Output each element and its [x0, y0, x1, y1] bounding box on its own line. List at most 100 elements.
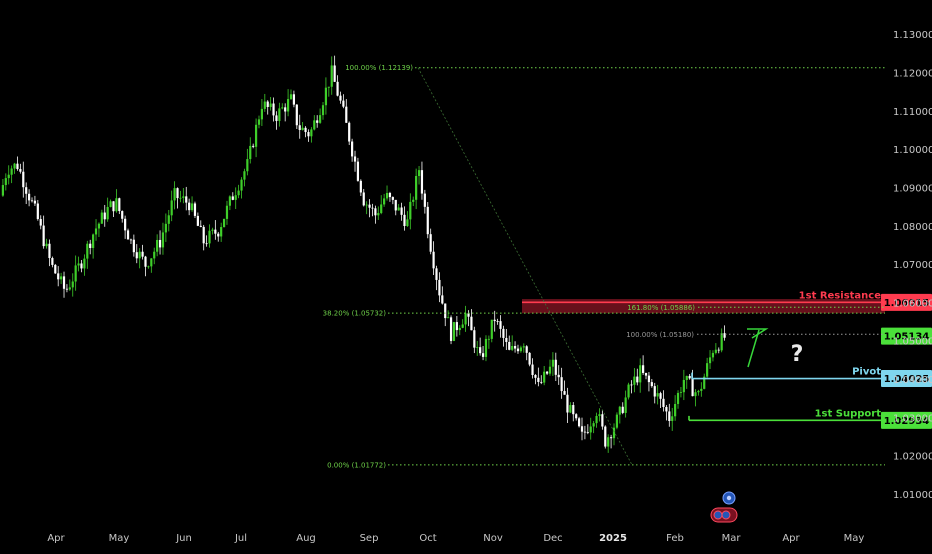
- candle-body: [164, 223, 167, 233]
- y-tick-label: 1.09000: [893, 183, 932, 194]
- candle-body: [694, 392, 697, 397]
- candle-body: [121, 211, 124, 219]
- level-price-tag[interactable]: [881, 293, 932, 311]
- candle-body: [348, 122, 351, 142]
- candle-body: [621, 406, 624, 413]
- candle-body: [193, 203, 197, 216]
- earnings-event-icon-dot: [713, 510, 723, 520]
- candle-body: [423, 193, 426, 207]
- candle-body: [205, 243, 208, 245]
- candle-body: [333, 65, 336, 82]
- candle-body: [170, 200, 173, 216]
- candle-body: [156, 239, 159, 252]
- candle-body: [665, 407, 668, 412]
- candle-body: [563, 391, 566, 395]
- x-tick-label: Feb: [666, 533, 684, 544]
- candle-body: [362, 192, 365, 206]
- candle-body: [240, 179, 243, 191]
- candle-body: [438, 279, 441, 296]
- candle-body: [444, 303, 447, 319]
- time-axis: Apr May Jun Jul Aug Sep Oct Nov Dec 2025 Feb Mar Apr…: [47, 533, 864, 544]
- candle-body: [627, 384, 630, 398]
- x-tick-label: Nov: [483, 533, 503, 544]
- candle-body: [324, 87, 328, 106]
- y-tick-label: 1.07000: [893, 260, 932, 271]
- candle-body: [246, 159, 249, 172]
- candle-body: [10, 168, 13, 175]
- candle-body: [295, 104, 298, 126]
- fib-extension-label: 100.00% (1.05180): [626, 331, 694, 339]
- candle-body: [691, 378, 694, 397]
- candle-body: [612, 427, 616, 439]
- candle-body: [714, 349, 717, 353]
- candle-body: [633, 376, 636, 385]
- candle-body: [118, 198, 121, 212]
- candle-body: [161, 232, 165, 248]
- y-tick-label: 1.11000: [893, 107, 932, 118]
- fib-extension-label: 161.80% (1.05886): [627, 304, 695, 312]
- candle-body: [345, 106, 348, 123]
- candle-body: [583, 431, 587, 433]
- candle-body: [534, 374, 537, 378]
- candle-body: [106, 206, 109, 220]
- candle-body: [298, 125, 301, 130]
- candle-body: [516, 348, 520, 352]
- level-price-tag[interactable]: [881, 411, 932, 429]
- candle-body: [449, 317, 453, 341]
- candle-body: [685, 375, 688, 380]
- candle-body: [717, 349, 720, 351]
- candle-body: [321, 105, 325, 116]
- candle-body: [720, 333, 723, 351]
- candle-body: [490, 319, 493, 339]
- level-label: 1st Resistance: [799, 290, 882, 301]
- candle-body: [569, 405, 572, 413]
- candle-body: [254, 124, 258, 147]
- candle-body: [284, 107, 287, 112]
- candle-body: [577, 418, 581, 427]
- candle-body: [214, 229, 217, 234]
- x-tick-label: Mar: [722, 533, 742, 544]
- candle-body: [179, 197, 182, 199]
- candle-body: [656, 393, 659, 397]
- candle-body: [397, 207, 400, 211]
- y-tick-label: 1.05000: [893, 337, 932, 348]
- earnings-event-icon-dot: [721, 510, 731, 520]
- candle-body: [513, 345, 517, 349]
- candle-body: [141, 251, 144, 257]
- candle-body: [630, 384, 633, 386]
- candle-body: [560, 377, 563, 392]
- candle-body: [647, 375, 651, 383]
- current-price-tag[interactable]: [881, 327, 932, 345]
- candle-body: [406, 219, 409, 227]
- fib-level-label: 38.20% (1.05732): [323, 310, 387, 318]
- candle-body: [330, 65, 333, 87]
- candle-body: [679, 392, 683, 393]
- candle-body: [674, 403, 677, 417]
- candle-body: [97, 223, 101, 229]
- candle-body: [458, 327, 461, 331]
- candle-body: [676, 392, 680, 404]
- candle-body: [272, 103, 275, 116]
- candle-body: [231, 196, 234, 200]
- candle-body: [68, 287, 71, 290]
- candle-body: [662, 398, 665, 408]
- candle-body: [54, 264, 57, 274]
- candle-body: [208, 230, 211, 244]
- candle-body: [109, 201, 112, 207]
- candle-body: [642, 365, 645, 373]
- y-tick-label: 1.01000: [893, 490, 932, 501]
- current-price-tag-text: 1.05134: [884, 332, 930, 343]
- candle-body: [697, 390, 700, 393]
- candle-body: [522, 346, 525, 348]
- candle-body: [394, 199, 397, 211]
- candle-body: [307, 132, 310, 137]
- candle-body: [342, 100, 345, 107]
- level-price-tag[interactable]: [881, 370, 932, 388]
- candle-body: [1, 185, 5, 196]
- candle-body: [374, 208, 377, 216]
- candle-body: [551, 359, 554, 367]
- candle-body: [190, 203, 194, 211]
